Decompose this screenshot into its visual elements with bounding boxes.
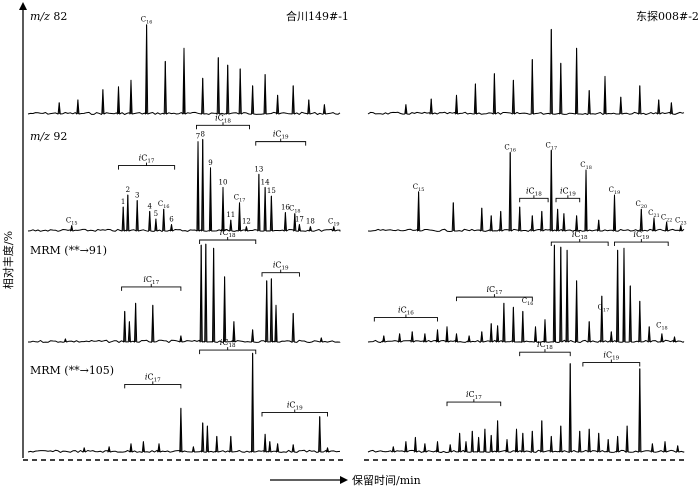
- brace-mrm91-right-2: [550, 239, 609, 247]
- x-axis-arrow-icon: [340, 476, 348, 484]
- brace-mrm91-right-3: [614, 239, 669, 247]
- trace-mrm91-right: [367, 244, 685, 343]
- peak-label-mz92-left-15: 13: [254, 165, 263, 173]
- peak-label-mz92-left-8: 7: [196, 133, 200, 141]
- peak-label-mz92-left-7: 6: [169, 215, 174, 223]
- peak-label-mz92-right-13: C18: [580, 161, 592, 171]
- y-axis-label: 相对丰度/%: [1, 231, 15, 289]
- brace-mz92-right-1: [555, 195, 581, 203]
- peak-label-mz92-left-4: 4: [147, 202, 152, 210]
- peak-label-mz92-left-10: 9: [208, 159, 212, 167]
- brace-label-mz92-right-0: iC18: [526, 186, 542, 197]
- brace-label-mrm91-right-3: iC19: [633, 230, 649, 241]
- brace-mrm91-left-1: [199, 237, 257, 244]
- peak-label-mz92-left-12: 11: [226, 211, 235, 219]
- brace-mz92-left-2: [255, 138, 307, 146]
- brace-label-mrm105-left-2: iC19: [287, 400, 303, 411]
- peak-label-mz92-right-0: C15: [413, 183, 425, 193]
- brace-mrm91-right-0: [373, 314, 438, 322]
- peak-label-mz92-left-19: C18: [289, 205, 301, 215]
- brace-label-mz92-left-1: iC18: [215, 113, 231, 124]
- peak-label-mz92-right-15: C19: [609, 186, 621, 196]
- peak-label-mz92-left-20: 17: [295, 215, 304, 223]
- peak-label-mz92-left-13: C17: [234, 194, 246, 204]
- y-axis-arrow-icon: [19, 2, 27, 10]
- brace-label-mrm91-right-2: iC18: [572, 230, 588, 241]
- brace-mrm105-left-1: [199, 347, 257, 355]
- brace-label-mrm91-right-0: iC16: [398, 306, 414, 317]
- panel-label-mrm91: MRM (**→91): [30, 244, 107, 257]
- peak-label-mz92-right-9: C17: [545, 141, 557, 151]
- brace-mrm91-right-1: [456, 294, 533, 302]
- peak-label-mz92-right-19: C23: [675, 217, 687, 227]
- peak-label-mz92-left-22: C19: [328, 218, 340, 228]
- brace-mrm105-left-2: [261, 409, 328, 417]
- x-axis-label: 保留时间/min: [352, 473, 421, 487]
- panel-label-mz92: m/z 92: [30, 130, 67, 143]
- brace-label-mz92-left-2: iC19: [273, 130, 289, 141]
- peak-label-mz92-right-16: C20: [636, 200, 648, 210]
- peak-label-mz92-right-18: C22: [661, 213, 673, 223]
- brace-mrm105-right-0: [446, 399, 502, 407]
- panel-label-mz82: m/z 82: [30, 10, 67, 23]
- brace-label-mrm91-left-0: iC17: [143, 275, 159, 286]
- peak-label-mz92-left-0: C15: [66, 217, 78, 227]
- peak-label-mz92-left-6: C16: [158, 200, 170, 210]
- brace-mz92-right-0: [519, 195, 549, 203]
- brace-mrm105-left-0: [124, 381, 182, 389]
- brace-label-mrm105-right-1: iC18: [537, 340, 553, 351]
- panel-label-mrm105: MRM (**→105): [30, 364, 114, 377]
- brace-label-mrm105-left-0: iC17: [145, 372, 161, 383]
- peak-label-mz92-left-5: 5: [154, 210, 158, 218]
- trace-mz82-right: [367, 28, 685, 115]
- sample-name-right: 东探008#-2: [636, 10, 699, 23]
- peak-label-mz92-right-5: C16: [504, 144, 516, 154]
- tag-mrm91-right-0: C16: [522, 297, 534, 307]
- trace-mrm105-left: [27, 352, 341, 453]
- peak-label-mz92-left-3: 3: [135, 191, 139, 199]
- brace-label-mrm105-right-0: iC17: [466, 390, 482, 401]
- trace-mz92-right: [367, 149, 685, 232]
- trace-mrm91-left: [28, 243, 341, 343]
- brace-mrm105-right-2: [582, 359, 641, 367]
- brace-mz92-left-1: [196, 122, 250, 130]
- peak-label-mz92-left-11: 10: [219, 178, 228, 186]
- brace-label-mrm91-left-2: iC19: [273, 261, 289, 272]
- tag-mrm91-right-1: C17: [598, 303, 610, 313]
- brace-mrm91-left-0: [121, 283, 182, 291]
- peak-label-mz92-right-17: C21: [648, 209, 660, 219]
- peak-label-mz92-left-1: 1: [121, 198, 125, 206]
- brace-label-mrm91-left-1: iC18: [220, 228, 236, 239]
- sample-name-left: 合川149#-1: [286, 9, 349, 23]
- brace-mrm91-left-2: [261, 269, 300, 277]
- peak-label-mz92-left-17: 15: [267, 187, 276, 195]
- brace-label-mz92-right-1: iC19: [560, 186, 576, 197]
- peak-label-mz92-left-14: 12: [242, 218, 251, 226]
- tag-mrm91-right-2: C18: [656, 322, 668, 332]
- peak-label-mz82-left-5: C16: [141, 16, 153, 26]
- peak-label-mz92-left-16: 14: [261, 178, 270, 186]
- brace-label-mz92-left-0: iC17: [139, 154, 155, 165]
- brace-mrm105-right-1: [519, 349, 571, 357]
- peak-label-mz92-left-21: 18: [306, 218, 315, 226]
- peak-label-mz92-left-9: 8: [200, 130, 204, 138]
- trace-mz82-left: [27, 24, 341, 115]
- brace-label-mrm105-right-2: iC19: [603, 351, 619, 362]
- brace-mz92-left-0: [118, 162, 176, 170]
- brace-label-mrm91-right-1: iC17: [486, 285, 502, 296]
- trace-mrm105-right: [367, 363, 685, 453]
- brace-label-mrm105-left-1: iC18: [220, 338, 236, 349]
- peak-label-mz92-left-18: 16: [281, 203, 290, 211]
- trace-mz92-left: [27, 138, 341, 232]
- peak-label-mz92-left-2: 2: [126, 186, 130, 194]
